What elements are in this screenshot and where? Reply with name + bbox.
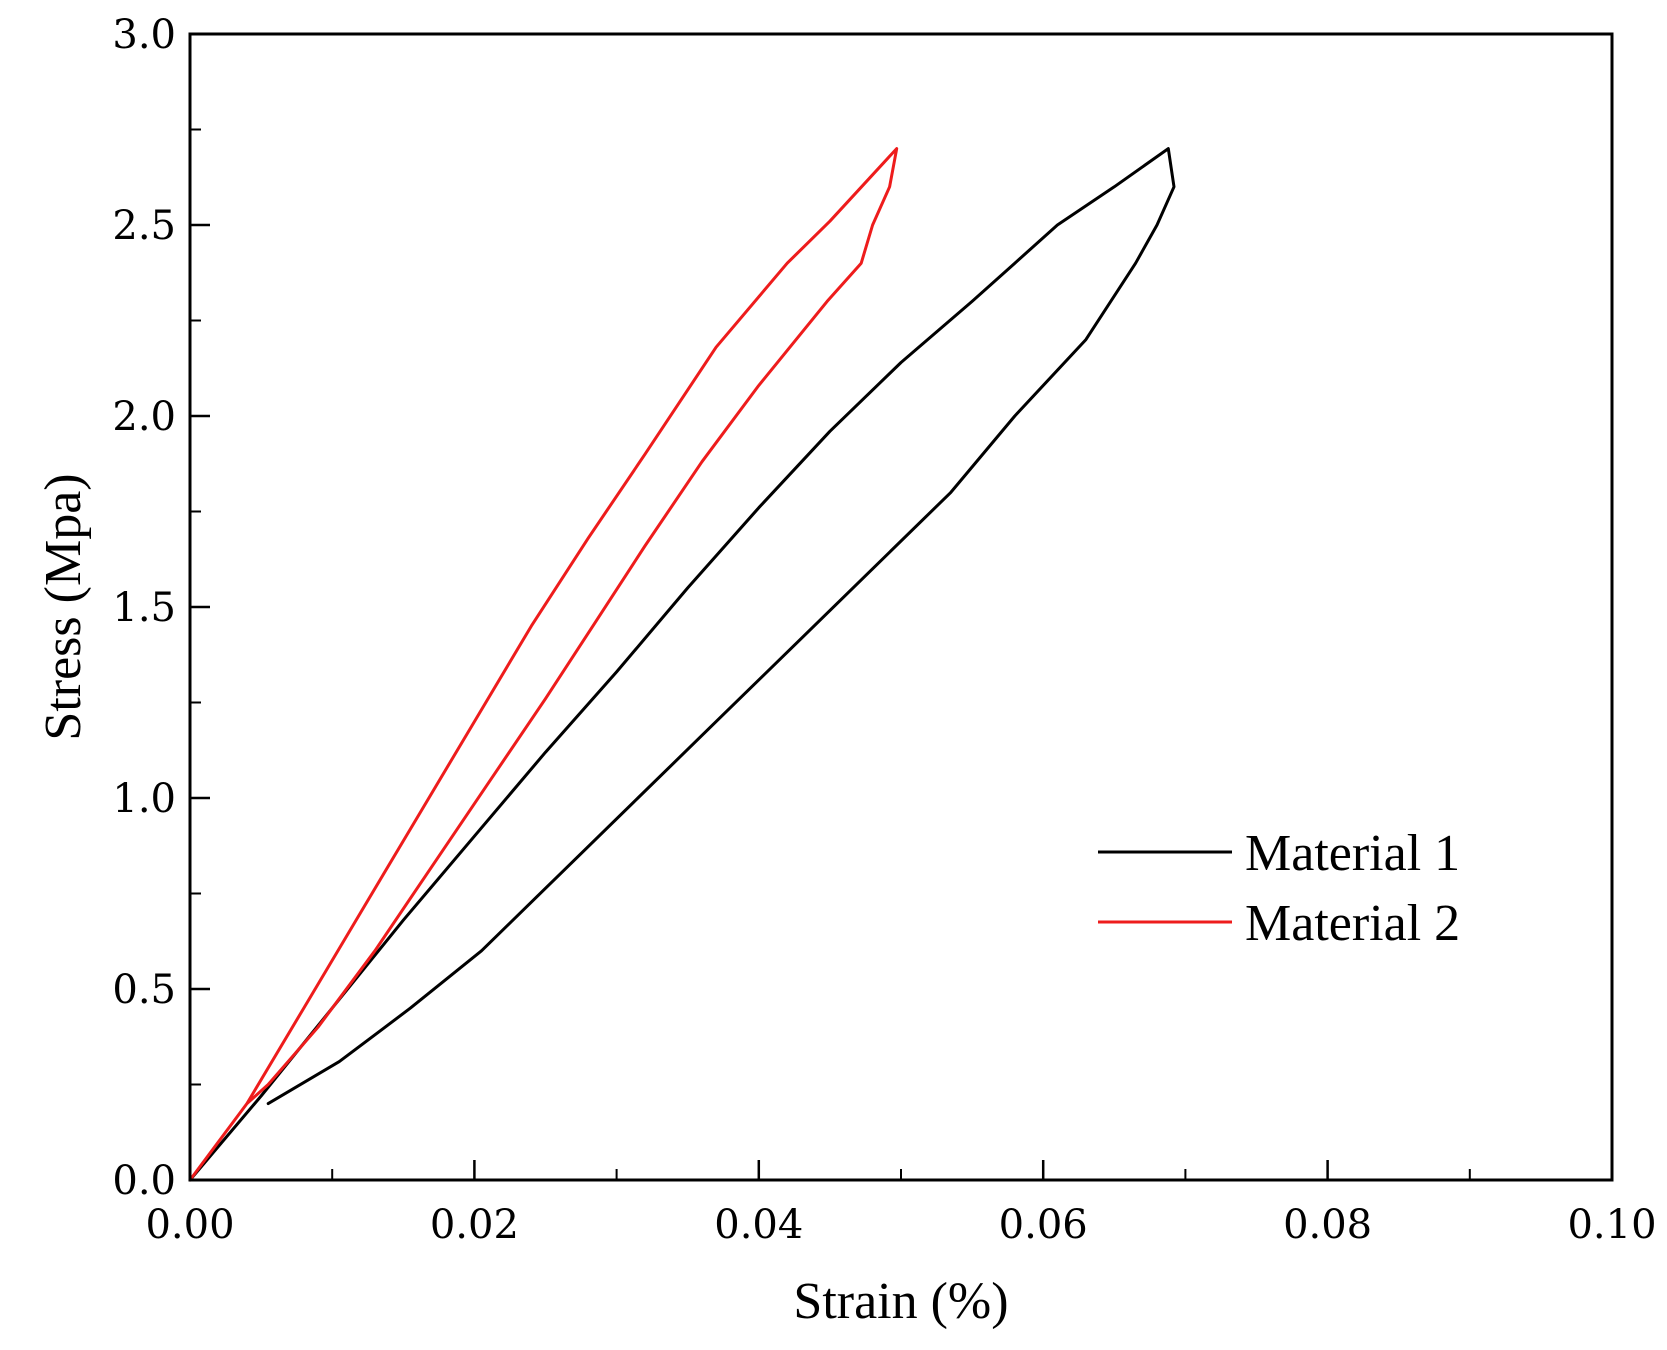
legend-label-material-1: Material 1: [1245, 825, 1460, 882]
x-tick-label: 0.10: [1567, 1202, 1656, 1248]
y-tick-label: 2.5: [112, 203, 176, 249]
y-tick-label: 0.5: [112, 967, 176, 1013]
legend: Material 1 Material 2: [1098, 825, 1460, 952]
y-axis-title: Stress (Mpa): [35, 473, 92, 740]
series-layer: [188, 147, 1176, 1182]
y-tick-label: 0.0: [112, 1158, 176, 1204]
x-tick-label: 0.04: [714, 1202, 803, 1248]
y-tick-label: 2.0: [112, 394, 176, 440]
legend-label-material-2: Material 2: [1245, 895, 1460, 952]
x-tick-label: 0.06: [999, 1202, 1088, 1248]
x-tick-label: 0.00: [145, 1202, 234, 1248]
y-tick-label: 3.0: [112, 12, 176, 58]
x-tick-labels: 0.00 0.02 0.04 0.06 0.08 0.10: [145, 1202, 1656, 1248]
y-tick-labels: 0.0 0.5 1.0 1.5 2.0 2.5 3.0: [112, 12, 176, 1204]
series-line-material-1: [188, 147, 1176, 1182]
x-tick-label: 0.08: [1283, 1202, 1372, 1248]
plot-frame: [188, 32, 1614, 1182]
minor-ticks: [190, 128, 1471, 1180]
series-line-material-2: [188, 147, 899, 1182]
y-tick-label: 1.0: [112, 776, 176, 822]
x-axis-title: Strain (%): [793, 1273, 1008, 1330]
x-tick-label: 0.02: [430, 1202, 519, 1248]
y-tick-label: 1.5: [112, 585, 176, 631]
major-ticks: [188, 32, 1614, 1182]
